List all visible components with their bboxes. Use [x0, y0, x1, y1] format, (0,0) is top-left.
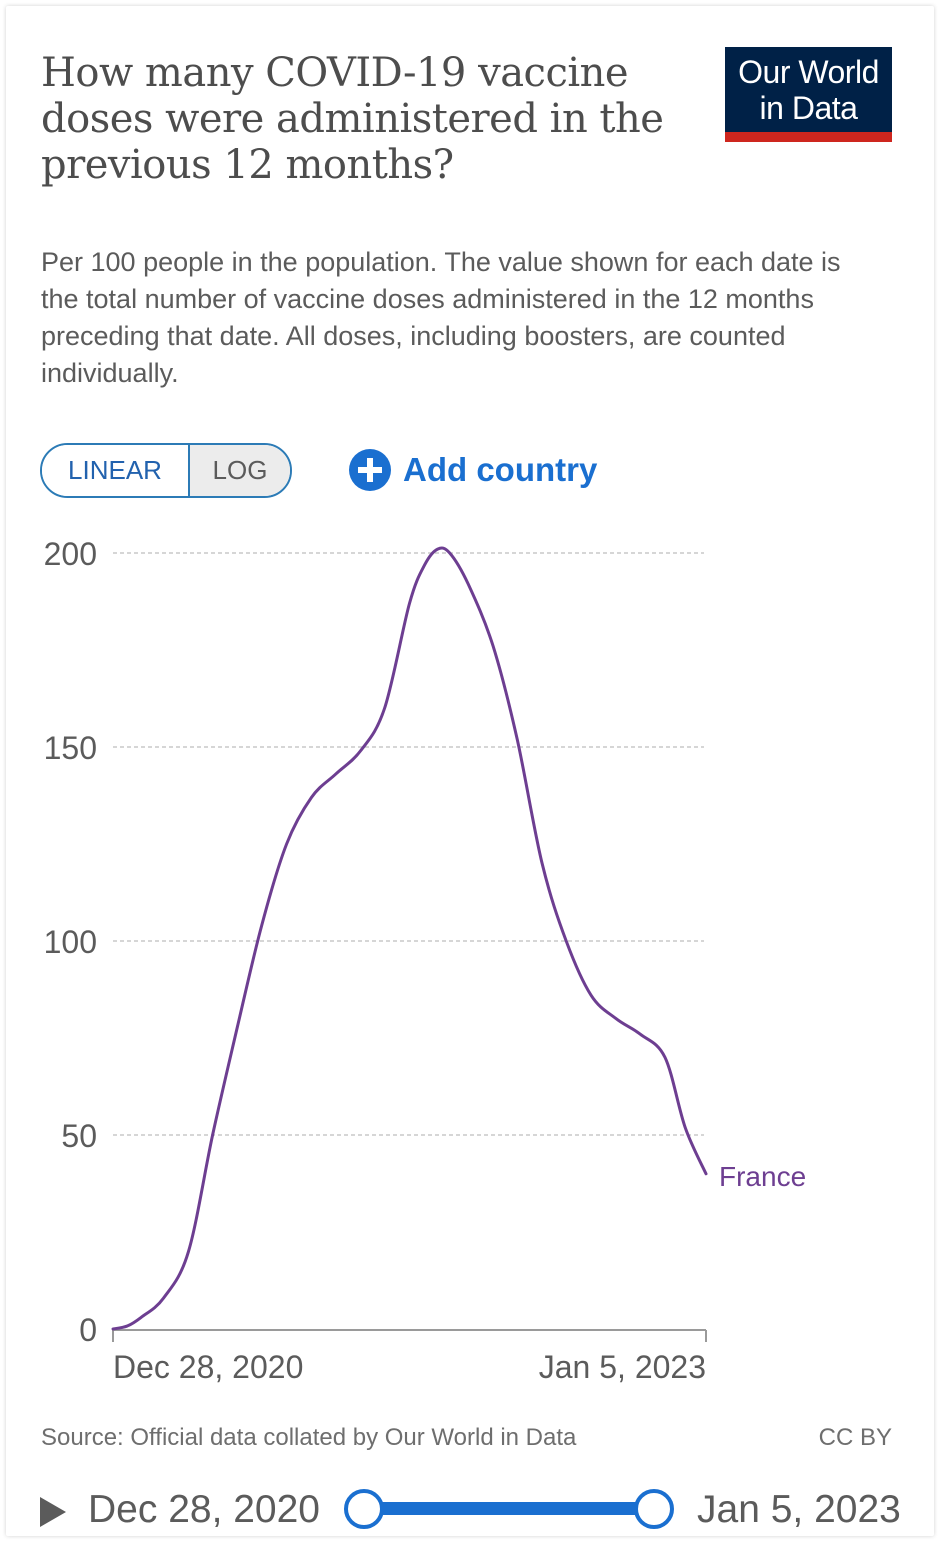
y-tick-label: 150 [44, 730, 97, 766]
line-chart: 0 50 100 150 200 Dec 28, 2020 Jan 5, 2023 Franc… [44, 536, 807, 1385]
series-line-france [111, 546, 708, 1331]
y-tick-label: 50 [61, 1118, 97, 1154]
chart-title: How many COVID-19 vaccine doses were adm… [41, 50, 664, 188]
series-label-france: France [719, 1161, 806, 1192]
timeline-start-label: Dec 28, 2020 [88, 1488, 321, 1531]
timeline: Dec 28, 2020 Jan 5, 2023 [0, 1478, 951, 1544]
scale-linear-button[interactable]: LINEAR [42, 445, 190, 496]
y-tick-label: 200 [44, 536, 97, 572]
timeline-start-handle[interactable] [344, 1489, 384, 1529]
plus-circle-icon [349, 449, 391, 491]
add-country-label: Add country [403, 451, 598, 488]
timeline-end-handle[interactable] [634, 1489, 674, 1529]
scale-log-button[interactable]: LOG [190, 445, 290, 496]
timeline-end-label: Jan 5, 2023 [697, 1488, 901, 1531]
owid-logo[interactable]: Our World in Data [725, 47, 892, 142]
chart-subtitle: Per 100 people in the population. The va… [41, 247, 841, 388]
x-tick-label: Jan 5, 2023 [539, 1349, 706, 1385]
scale-toggle: LINEAR LOG [40, 443, 292, 498]
timeline-track[interactable] [362, 1502, 654, 1515]
source-note[interactable]: Source: Official data collated by Our Wo… [41, 1424, 577, 1451]
license-label[interactable]: CC BY [818, 1424, 892, 1451]
x-tick-label: Dec 28, 2020 [113, 1349, 303, 1385]
y-tick-label: 0 [79, 1312, 97, 1348]
play-icon[interactable] [38, 1495, 68, 1529]
y-tick-label: 100 [44, 924, 97, 960]
add-country-button[interactable]: Add country [349, 447, 597, 493]
chart-card [6, 6, 934, 1536]
logo-line-2: in Data [759, 89, 858, 126]
logo-line-1: Our World [738, 53, 879, 90]
